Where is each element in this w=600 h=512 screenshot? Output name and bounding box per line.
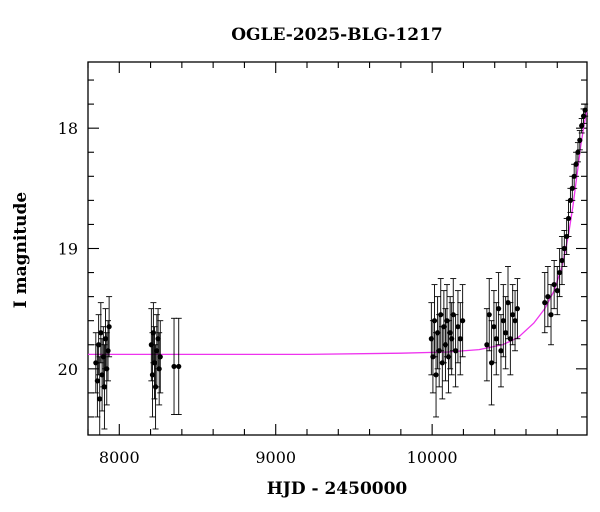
data-point (510, 312, 516, 318)
data-point (551, 281, 557, 288)
data-point (548, 312, 554, 318)
data-point (554, 288, 560, 294)
data-point (460, 318, 466, 324)
data-point (151, 360, 158, 366)
data-point (545, 294, 551, 300)
model-curve (88, 109, 588, 356)
data-point (101, 384, 108, 390)
data-point (106, 324, 112, 330)
data-point (582, 107, 588, 113)
data-point (484, 342, 490, 348)
data-point (157, 354, 163, 360)
y-tick-label: 19 (58, 240, 78, 259)
data-point (500, 318, 506, 324)
chart-title: OGLE-2025-BLG-1217 (231, 25, 443, 45)
data-point (102, 336, 109, 342)
data-point (99, 372, 105, 378)
data-point (96, 342, 102, 348)
data-point (431, 318, 438, 324)
axis-ticks (87, 62, 587, 435)
model-curve-group (88, 109, 588, 356)
data-point (496, 306, 502, 312)
data-point (486, 312, 492, 318)
x-tick-label: 9000 (255, 448, 296, 467)
data-point (105, 348, 111, 354)
data-point (176, 363, 182, 370)
data-point (559, 257, 565, 264)
x-tick-label: 10000 (407, 448, 458, 467)
data-point (154, 348, 160, 354)
data-point (433, 372, 439, 378)
x-tick-label: 8000 (99, 448, 140, 467)
data-point (455, 324, 461, 330)
data-point (507, 336, 513, 342)
data-point (453, 348, 459, 354)
plot-frame (87, 61, 588, 436)
data-point (542, 300, 548, 306)
data-point (512, 318, 518, 324)
data-point (498, 348, 504, 354)
tick-labels-group: 8000 9000 10000 18 19 20 (58, 119, 458, 467)
y-tick-label: 20 (58, 360, 78, 379)
data-point (150, 330, 156, 336)
data-point (171, 363, 177, 370)
data-point (579, 123, 585, 129)
data-point (493, 336, 499, 342)
data-point (565, 215, 572, 222)
data-point (575, 149, 581, 155)
data-point (457, 336, 463, 342)
data-point (491, 324, 497, 330)
x-axis-label: HJD - 2450000 (267, 479, 408, 499)
y-tick-label: 18 (58, 119, 78, 138)
data-point (503, 330, 509, 336)
data-point (94, 378, 100, 384)
data-point (156, 366, 162, 372)
data-point (97, 396, 103, 402)
data-point (104, 366, 110, 372)
data-point (557, 269, 563, 276)
data-point (514, 306, 520, 312)
data-points-group (92, 103, 589, 435)
y-axis-label: I magnitude (11, 192, 31, 309)
data-point (577, 137, 583, 143)
data-point (561, 245, 567, 252)
data-point (438, 312, 444, 318)
data-point (149, 372, 156, 378)
data-point (98, 330, 104, 336)
data-point (573, 161, 579, 167)
